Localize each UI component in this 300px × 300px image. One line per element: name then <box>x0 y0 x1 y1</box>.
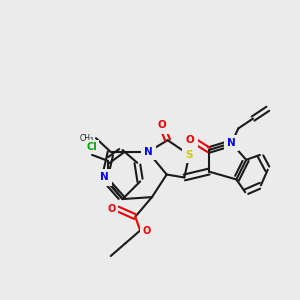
Text: O: O <box>186 135 195 145</box>
Text: N: N <box>100 172 109 182</box>
Text: N: N <box>227 138 236 148</box>
Text: CH₃: CH₃ <box>80 134 94 143</box>
Text: O: O <box>142 226 150 236</box>
Text: O: O <box>107 204 116 214</box>
Text: N: N <box>144 147 152 157</box>
Text: Cl: Cl <box>87 142 98 152</box>
Text: O: O <box>158 121 166 130</box>
Text: S: S <box>185 150 193 160</box>
